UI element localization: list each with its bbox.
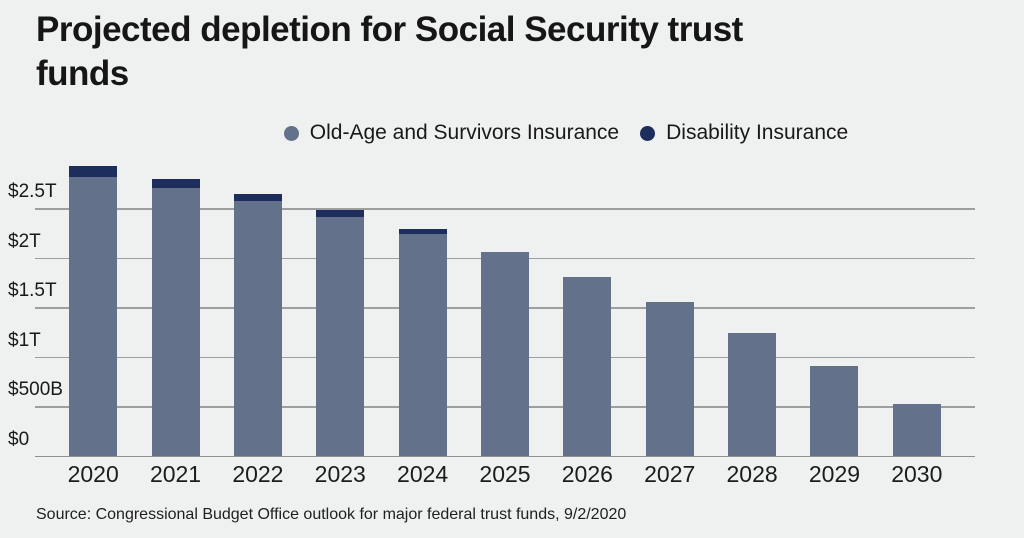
chart-title-line2: funds [36,54,129,93]
x-axis-label: 2030 [891,461,943,487]
bar-segment-oasi [398,233,447,457]
bar-segment-oasi [563,277,612,457]
bar-segment-oasi [645,302,694,457]
bar-segment-di [233,194,282,202]
x-axis-label: 2029 [808,461,861,487]
oasi-legend-dot-icon [283,125,299,141]
bar-segment-di [151,179,200,189]
bar-segment-oasi [316,216,365,457]
bar-segment-di [316,209,365,217]
x-axis-label: 2028 [726,461,778,487]
y-axis-tick-label: $2T [8,230,41,252]
y-axis-tick-label: $500B [8,379,63,400]
bar-segment-oasi [892,404,941,457]
bar-segment-oasi [481,251,529,457]
legend-label-di: Disability Insurance [666,121,849,144]
y-axis-tick-label: $1T [8,329,41,351]
bar-segment-di [69,166,118,178]
gridline [35,208,975,210]
bar-segment-oasi [810,366,859,457]
x-axis-baseline [35,455,975,458]
bar-segment-oasi [728,332,777,457]
x-axis-label: 2026 [561,461,613,487]
x-axis-label: 2025 [479,461,531,487]
x-axis-label: 2020 [67,461,119,487]
y-axis-tick-label: $2.5T [8,181,57,202]
legend: Old-Age and Survivors Insurance Disabili… [0,121,1024,145]
bar-segment-oasi [233,201,282,457]
legend-item-oasi: Old-Age and Survivors Insurance [283,121,620,145]
source-note: Source: Congressional Budget Office outl… [36,506,627,523]
x-axis-label: 2027 [644,461,696,487]
bar-segment-di [398,228,447,234]
y-axis-tick-label: $1.5T [8,280,57,301]
x-axis-label: 2024 [397,461,449,487]
di-legend-dot-icon [640,125,656,141]
bar-segment-oasi [151,188,200,457]
legend-label-oasi: Old-Age and Survivors Insurance [309,121,620,144]
bar-segment-oasi [69,177,118,457]
x-axis-label: 2022 [232,461,284,487]
y-axis-tick-label: $0 [8,428,30,450]
legend-item-di: Disability Insurance [640,121,848,145]
x-axis-label: 2021 [149,461,202,487]
x-axis-label: 2023 [314,461,366,487]
chart-title-line1: Projected depletion for Social Security … [36,10,743,49]
chart-title: Projected depletion for Social Security … [36,8,743,96]
